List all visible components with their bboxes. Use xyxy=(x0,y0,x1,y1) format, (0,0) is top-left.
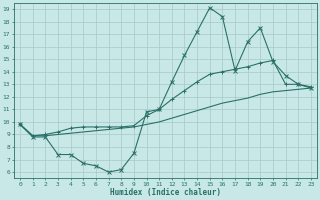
X-axis label: Humidex (Indice chaleur): Humidex (Indice chaleur) xyxy=(110,188,221,197)
